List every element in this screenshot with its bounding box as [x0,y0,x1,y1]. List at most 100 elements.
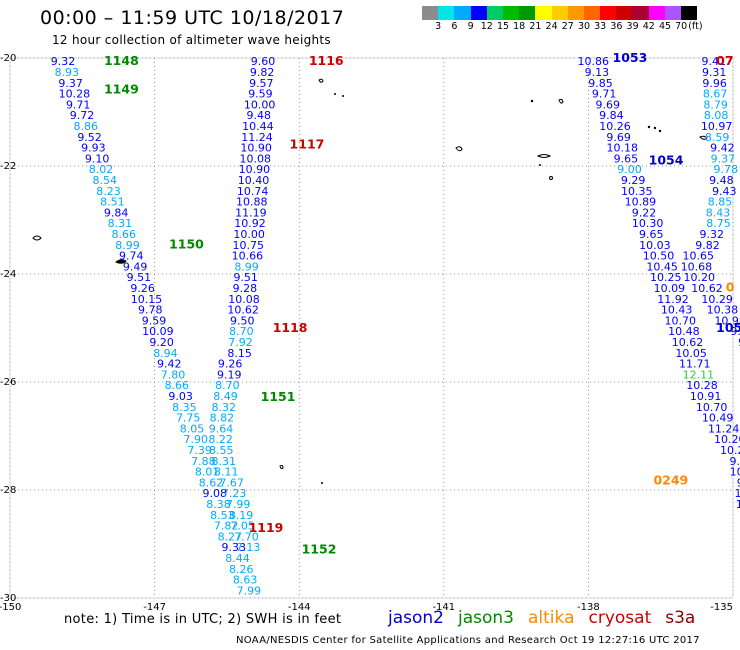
wave-height-value: 8.82 [210,412,235,425]
wave-height-value: 9.08 [203,487,228,500]
wave-height-value: 9.51 [127,271,152,284]
wave-height-value: 8.22 [208,433,233,446]
wave-height-value: 9.84 [104,206,129,219]
colorbar-tick-label: 36 [610,21,623,32]
wave-height-value: 8.44 [225,552,250,565]
wave-height-value: 8.70 [215,379,240,392]
wave-height-value: 10.09 [142,325,174,338]
map-title: 00:00 – 11:59 UTC 10/18/2017 [40,7,345,29]
wave-height-value: 10.98 [714,314,740,327]
jason2-pass-1054: 9.419.319.968.678.798.0810.978.599.429.3… [681,55,740,349]
wave-height-value: 10.08 [228,293,260,306]
colorbar-tick-label: 18 [513,21,526,32]
wave-height-value: 8.31 [211,455,236,468]
island-outlines [32,78,708,484]
wave-height-value: 10.25 [650,271,682,284]
wave-height-value: 9.29 [621,174,646,187]
colorbar-swatch [535,6,552,20]
wave-height-value: 9.32 [700,228,725,241]
colorbar-tick-label: 15 [496,21,510,32]
wave-height-value: 8.59 [705,131,730,144]
wave-height-value: 9.13 [585,66,610,79]
wave-height-value: 10.45 [646,260,678,273]
colorbar-tick-label: 12 [480,21,493,32]
wave-height-value: 9.82 [695,239,720,252]
altimeter-tracks: 9.328.939.3710.289.719.728.869.529.939.1… [51,55,740,597]
wave-height-value: 9.87 [730,455,740,468]
wave-height-value: 8.26 [229,563,254,576]
wave-height-value: 9.59 [142,314,167,327]
wave-height-value: 10.29 [701,293,733,306]
colorbar-tick-label: 45 [658,21,672,32]
wave-height-value: 8.54 [92,174,117,187]
pass-number-label: 1117 [290,136,325,151]
legend-entry: cryosat [588,608,652,628]
wave-height-value: 8.51 [100,196,125,209]
wave-height-value: 8.93 [55,66,80,79]
wave-height-value: 9.85 [588,77,613,90]
wave-height-value: 9.78 [138,304,163,317]
island [539,164,541,166]
wave-height-value: 7.67 [219,476,244,489]
colorbar-tick-label: 39 [626,21,639,32]
pass-labels: 1148 1149 1150 1151 1152 1116 1117 1118 1119 1053… [104,50,740,556]
colorbar-tick-label: 27 [561,21,574,32]
colorbar-swatch [470,6,487,20]
wave-height-value: 9.03 [168,390,193,403]
wave-height-value: 10.48 [668,325,700,338]
map-frame [9,57,734,599]
wave-height-value: 9.19 [217,368,242,381]
pass-number-label: 1116 [309,53,344,68]
colorbar-swatch [583,6,601,20]
legend-entry: jason2 [388,608,444,628]
wave-height-value: 9.60 [251,55,276,68]
colorbar-swatch [632,6,649,20]
island [321,482,323,484]
wave-height-value: 9.71 [592,88,617,101]
wave-height-value: 10.09 [654,282,686,295]
wave-height-value: 10.86 [577,55,609,68]
wave-height-value: 7.92 [228,336,253,349]
wave-height-value: 9.49 [123,260,148,273]
wave-height-value: 8.66 [165,379,190,392]
longitude-tick-label: -150 [0,602,21,613]
colorbar-tick-label: 70 [675,21,688,32]
wave-height-value: 10.90 [239,163,271,176]
wave-height-value: 10.70 [696,401,728,414]
colorbar-swatch [681,6,698,20]
wave-height-value: 10.92 [735,487,740,500]
wave-height-value: 9.43 [712,185,737,198]
wave-height-value: 10.74 [237,185,269,198]
legend-entry: s3a [665,608,696,628]
colorbar-tick-label: 33 [594,21,607,32]
wave-height-value: 9.69 [606,131,631,144]
latitude-tick-label: -26 [0,377,16,388]
wave-height-value: 9.50 [230,314,255,327]
wave-height-value: 9.22 [632,206,657,219]
latitude-tick-label: -20 [0,53,16,64]
wave-height-value: 9.37 [711,152,736,165]
wave-height-value: 10.03 [639,239,671,252]
wave-height-value: 9.69 [595,98,620,111]
wave-height-value: 9.48 [246,109,271,122]
island [342,95,344,97]
pass-number-label: 1119 [249,520,284,535]
wave-height-value: 10.75 [233,239,265,252]
wave-height-value: 9.42 [710,142,735,155]
wave-height-value: 12.11 [683,368,715,381]
wave-height-value: 10.26 [599,120,631,133]
wave-height-value: 8.79 [703,98,728,111]
colorbar-tick-label: 30 [577,21,591,32]
island [658,129,662,133]
wave-height-value: 9.41 [701,55,726,68]
wave-height-value: 9.26 [218,358,243,371]
island [549,176,553,180]
wave-height-value: 10.20 [684,271,716,284]
legend-entry: altika [528,608,575,628]
wave-height-value: 9.65 [639,228,664,241]
wave-height-value: 8.70 [229,325,254,338]
pass-number-label: 1148 [104,53,139,68]
pass-number-label: 1151 [261,389,296,404]
pass-number-label: 1152 [302,541,337,556]
wave-height-value: 8.11 [214,466,239,479]
